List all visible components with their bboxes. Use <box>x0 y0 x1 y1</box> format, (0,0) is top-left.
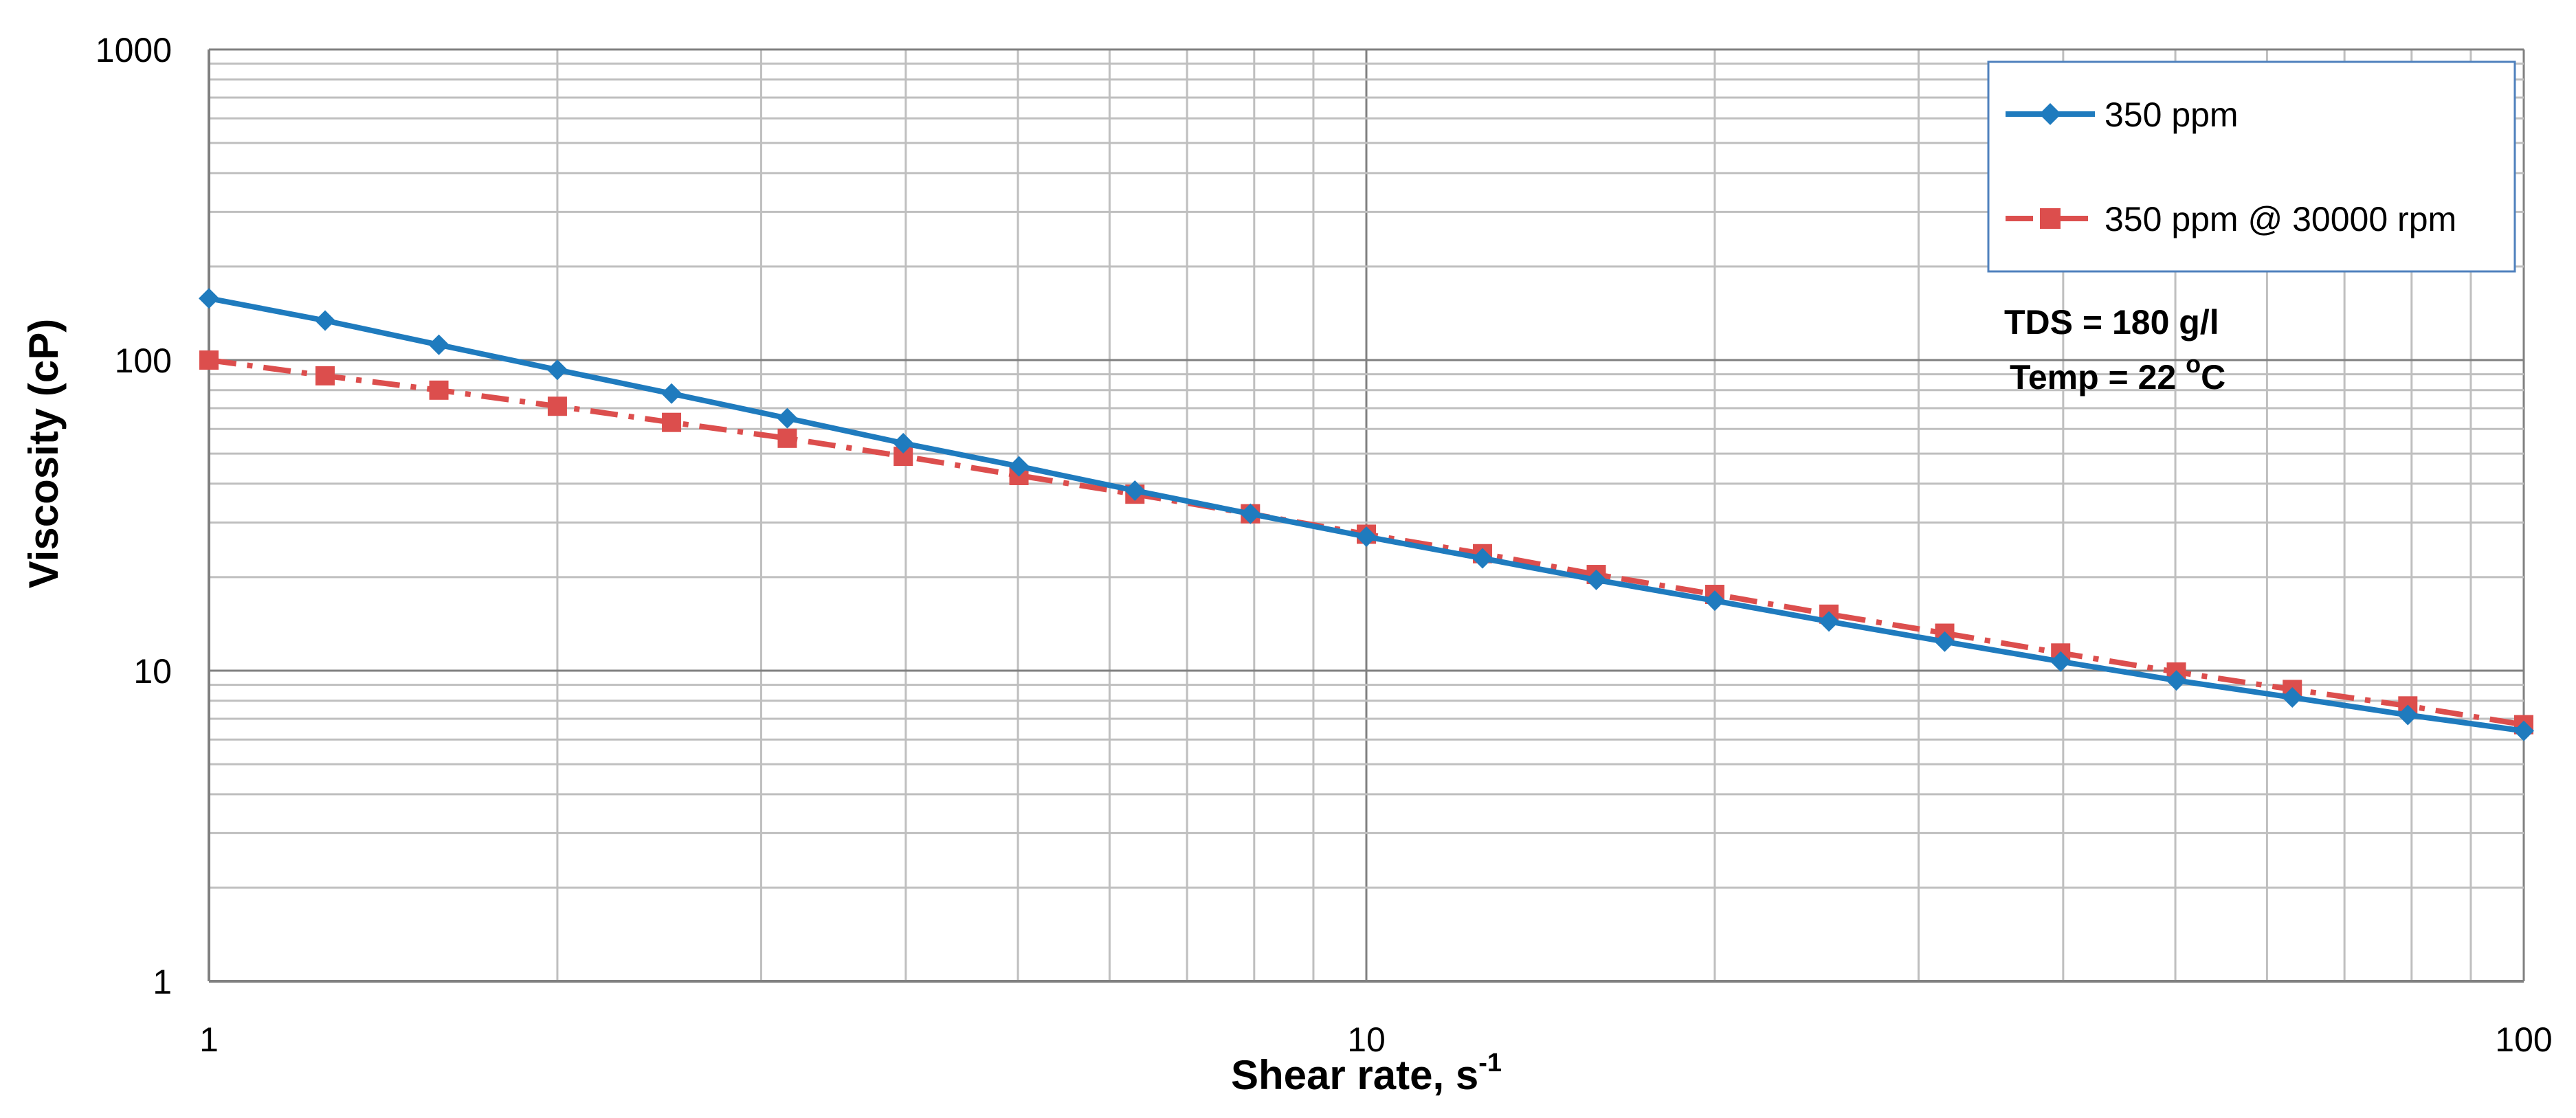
x-axis-title: Shear rate, s-1 <box>1231 1049 1502 1098</box>
annotation-temp-text: Temp = 22 <box>2010 358 2186 396</box>
data-point <box>2513 720 2534 741</box>
x-tick-labels: 1 10 100 <box>199 1020 2553 1059</box>
legend-box <box>1987 60 2516 273</box>
data-point <box>199 288 219 309</box>
data-point <box>1819 611 1840 632</box>
legend-label: 350 ppm <box>2105 96 2239 134</box>
data-point <box>315 310 336 331</box>
x-tick-label: 100 <box>2495 1020 2552 1059</box>
legend-label: 350 ppm @ 30000 rpm <box>2105 200 2456 238</box>
legend: 350 ppm 350 ppm @ 30000 rpm <box>1987 60 2516 273</box>
y-tick-label: 1 <box>153 963 172 1001</box>
data-point <box>1008 456 1030 477</box>
y-tick-labels: 1 10 100 1000 <box>96 31 172 1001</box>
data-point <box>1934 631 1955 652</box>
data-point <box>1240 503 1261 524</box>
x-axis-title-text: Shear rate, s <box>1231 1052 1478 1098</box>
data-point <box>428 334 449 355</box>
annotation-tds: TDS = 180 g/l <box>2004 303 2219 342</box>
data-point <box>199 350 219 370</box>
data-point <box>893 432 914 454</box>
data-point <box>315 366 335 385</box>
diamond-marker-icon <box>2039 103 2061 125</box>
data-point <box>2050 651 2072 672</box>
y-tick-label: 1000 <box>96 31 172 69</box>
data-point <box>2166 670 2187 691</box>
annotation-temp: Temp = 22 oC <box>2010 350 2225 396</box>
y-tick-label: 10 <box>133 652 172 691</box>
data-point <box>662 412 682 432</box>
data-point <box>547 396 567 416</box>
annotation-temp-suffix: C <box>2201 358 2225 396</box>
x-tick-label: 1 <box>199 1020 219 1059</box>
data-point <box>1356 526 1377 548</box>
axes <box>208 49 2524 983</box>
data-point <box>1124 480 1146 501</box>
y-axis-title: Viscosity (cP) <box>21 319 67 588</box>
data-point <box>2282 686 2303 708</box>
data-point <box>429 380 449 400</box>
annotations: TDS = 180 g/l Temp = 22 oC <box>2004 303 2225 396</box>
x-axis-title-sup: -1 <box>1478 1049 1502 1077</box>
data-point <box>777 407 798 429</box>
data-point <box>661 383 682 404</box>
annotation-temp-sup: o <box>2186 350 2201 378</box>
series <box>199 288 2534 741</box>
series-group <box>199 288 2534 741</box>
data-point <box>546 359 568 381</box>
data-point <box>777 428 797 448</box>
x-tick-label: 10 <box>1347 1020 1386 1059</box>
data-point <box>1704 590 1725 612</box>
data-point <box>1472 548 1494 569</box>
data-point <box>1586 569 1607 590</box>
y-tick-label: 100 <box>115 342 172 380</box>
data-point <box>2397 704 2419 726</box>
square-marker-icon <box>2040 208 2061 229</box>
